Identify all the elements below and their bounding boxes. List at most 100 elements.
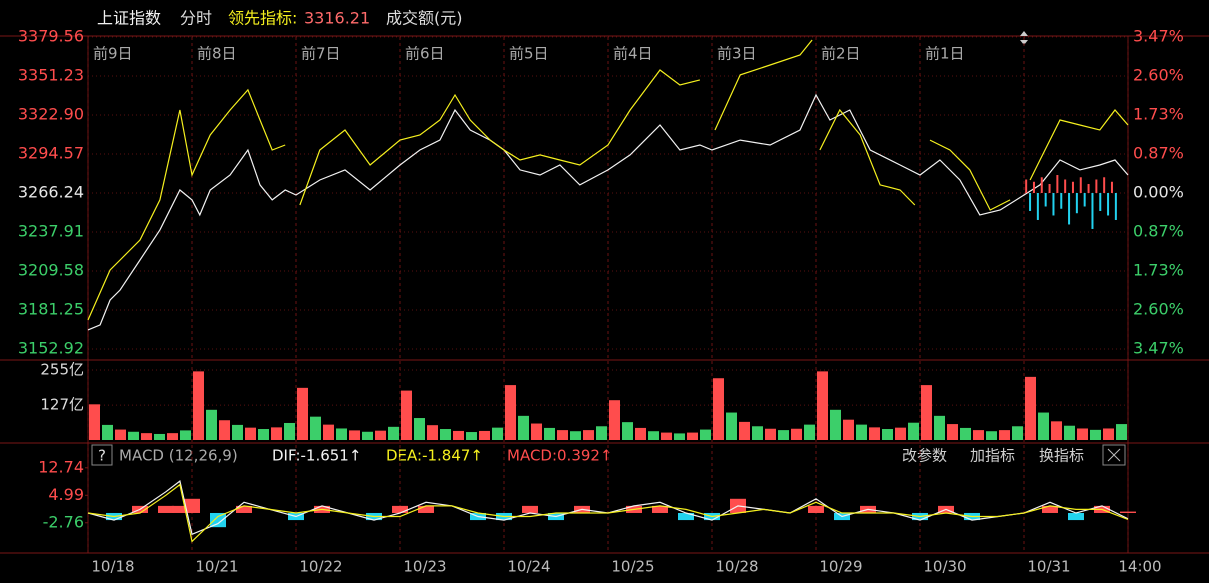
diff-bar	[1060, 193, 1063, 209]
volume-bar	[284, 422, 295, 440]
x-tick-label: 10/31	[1027, 558, 1070, 576]
help-button[interactable]	[91, 444, 113, 466]
volume-bar	[466, 432, 477, 440]
volume-bar	[557, 430, 568, 440]
volume-bar	[141, 433, 152, 440]
price-line	[87, 93, 1129, 331]
diff-bar	[1114, 193, 1117, 220]
macd-bar	[808, 505, 824, 513]
volume-bar	[544, 427, 555, 440]
y-tick-label: 3152.92	[18, 339, 84, 358]
volume-bar	[609, 400, 620, 440]
volume-bar	[219, 420, 230, 440]
y-tick-label: 3266.24	[18, 183, 84, 202]
diff-bar	[1056, 175, 1059, 193]
day-label: 前6日	[405, 45, 445, 63]
volume-bar	[492, 427, 503, 440]
x-tick-label: 14:00	[1118, 558, 1161, 576]
scroll-icon[interactable]	[1020, 31, 1028, 45]
y-tick-label: 3351.23	[18, 66, 84, 85]
volume-bar	[427, 425, 438, 440]
y-tick-label: 127亿	[40, 396, 84, 414]
macd-bar	[1120, 511, 1136, 513]
volume-bar	[206, 409, 217, 440]
index-name: 上证指数	[97, 9, 161, 28]
x-tick-label: 10/23	[403, 558, 446, 576]
volume-bar	[648, 431, 659, 440]
diff-bar	[1087, 184, 1090, 193]
help-text[interactable]: ?	[98, 447, 106, 465]
macd-bar	[522, 505, 538, 513]
volume-bar	[765, 428, 776, 440]
volume-bar	[258, 429, 269, 440]
y2-tick-label: 0.00%	[1133, 183, 1184, 202]
day-label: 前1日	[925, 45, 965, 63]
y2-tick-label: 2.60%	[1133, 66, 1184, 85]
day-label: 前5日	[509, 45, 549, 63]
volume-bar	[414, 418, 425, 440]
macd-label: MACD:0.392↑	[507, 447, 613, 465]
x-tick-label: 10/18	[91, 558, 134, 576]
volume-bar	[154, 433, 165, 440]
y-tick-label: -2.76	[43, 512, 84, 531]
y-tick-label: 3294.57	[18, 144, 84, 163]
edit-params-button[interactable]: 改参数	[902, 447, 947, 465]
macd-bar	[1068, 512, 1084, 521]
add-indicator-button[interactable]: 加指标	[970, 447, 1015, 465]
macd-bar	[158, 505, 174, 513]
volume-bar	[232, 424, 243, 440]
macd-bar	[392, 505, 408, 513]
macd-bar	[184, 498, 200, 513]
x-tick-label: 10/30	[923, 558, 966, 576]
volume-bar	[1012, 426, 1023, 440]
y2-tick-label: 3.47%	[1133, 27, 1184, 46]
volume-bar	[375, 430, 386, 440]
volume-bar	[596, 426, 607, 440]
indicator-value: 3316.21	[304, 9, 370, 28]
volume-bar	[921, 385, 932, 440]
volume-bar	[453, 430, 464, 440]
volume-bar	[726, 412, 737, 440]
volume-bar	[960, 427, 971, 440]
volume-bar	[999, 430, 1010, 440]
diff-bar	[1103, 177, 1106, 193]
diff-bar	[1071, 181, 1074, 193]
volume-bar	[531, 423, 542, 440]
volume-bar	[1077, 428, 1088, 440]
macd-bar	[1042, 505, 1058, 513]
period: 分时	[180, 9, 212, 28]
volume-bar	[1090, 429, 1101, 440]
y2-tick-label: 2.60%	[1133, 299, 1184, 318]
volume-bar	[635, 427, 646, 440]
volume-bar	[1064, 425, 1075, 440]
macd-bar	[652, 505, 668, 513]
volume-bar	[895, 427, 906, 440]
diff-bar	[1091, 193, 1094, 229]
diff-bar	[1036, 193, 1039, 220]
volume-bar	[1025, 376, 1036, 440]
macd-bar	[418, 505, 434, 513]
volume-title: 成交额(元)	[386, 9, 463, 28]
volume-bar	[115, 429, 126, 440]
close-button[interactable]	[1102, 444, 1126, 466]
volume-bar	[856, 424, 867, 440]
volume-bar	[570, 431, 581, 440]
diff-bar	[1083, 193, 1086, 207]
diff-bar	[1052, 193, 1055, 216]
macd-title: MACD (12,26,9)	[119, 447, 238, 465]
diff-bar	[1095, 179, 1098, 193]
volume-bar	[791, 428, 802, 440]
switch-indicator-button[interactable]: 换指标	[1039, 447, 1084, 465]
macd-line	[87, 483, 1129, 543]
volume-bar	[713, 378, 724, 440]
y2-tick-label: 0.87%	[1133, 222, 1184, 241]
volume-bar	[778, 430, 789, 440]
volume-bar	[193, 371, 204, 440]
diff-bar	[1068, 193, 1071, 225]
volume-bar	[830, 409, 841, 440]
diff-bar	[1044, 193, 1047, 207]
y-tick-label: 3209.58	[18, 261, 84, 280]
y-tick-label: 3181.25	[18, 300, 84, 319]
